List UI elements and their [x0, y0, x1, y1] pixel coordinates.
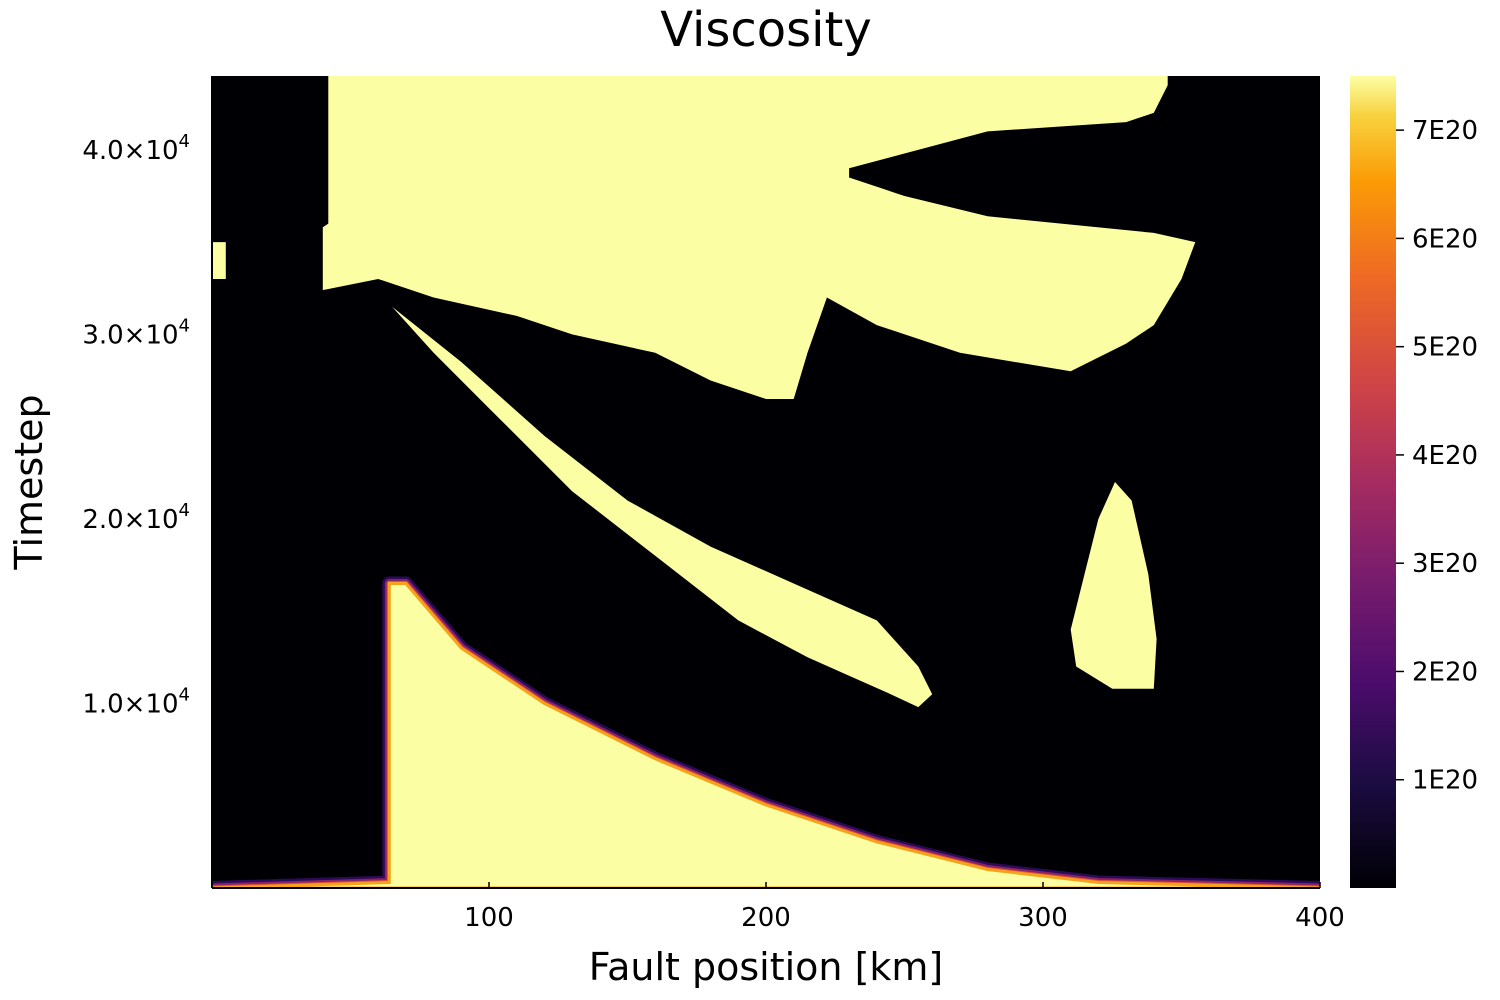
- high-viscosity-regions: [212, 76, 1320, 888]
- colorbar-tick-label: 4E20: [1412, 441, 1478, 471]
- x-tick-label: 400: [1295, 903, 1345, 933]
- y-tick-label: 4.0×104: [82, 131, 190, 166]
- colorbar-tick-label: 6E20: [1412, 224, 1478, 254]
- colorbar-tick-label: 5E20: [1412, 333, 1478, 363]
- x-axis-label: Fault position [km]: [589, 945, 944, 989]
- heatmap-region-diagonal-band: [392, 306, 933, 708]
- colorbar-gradient: [1350, 76, 1396, 888]
- colorbar-tick-label: 2E20: [1412, 657, 1478, 687]
- x-tick-label: 200: [741, 903, 791, 933]
- colorbar-tick-label: 1E20: [1412, 766, 1478, 796]
- colorbar: 1E20 2E20 3E20 4E20 5E20 6E20 7E20: [1350, 76, 1478, 888]
- chart-title: Viscosity: [660, 2, 871, 58]
- x-tick-labels: 100 200 300 400: [464, 882, 1345, 933]
- x-tick-label: 100: [464, 903, 514, 933]
- colorbar-tick-label: 7E20: [1412, 116, 1478, 146]
- y-tick-label: 1.0×104: [82, 684, 190, 719]
- heatmap-plot-area: [212, 76, 1320, 888]
- y-axis-label: Timestep: [7, 394, 51, 570]
- heatmap-region-upper-region: [322, 76, 1196, 399]
- heatmap-region-droplet: [1070, 482, 1157, 689]
- y-tick-label: 2.0×104: [82, 500, 190, 535]
- colorbar-ticks: 1E20 2E20 3E20 4E20 5E20 6E20 7E20: [1396, 116, 1478, 796]
- y-tick-label: 3.0×104: [82, 315, 190, 350]
- colorbar-tick-label: 3E20: [1412, 549, 1478, 579]
- heatmap-region-left-strip: [212, 242, 226, 279]
- y-tick-labels: 1.0×104 2.0×104 3.0×104 4.0×104: [82, 131, 218, 719]
- heatmap-region-lower-wedge: [212, 582, 1320, 888]
- x-tick-label: 300: [1018, 903, 1068, 933]
